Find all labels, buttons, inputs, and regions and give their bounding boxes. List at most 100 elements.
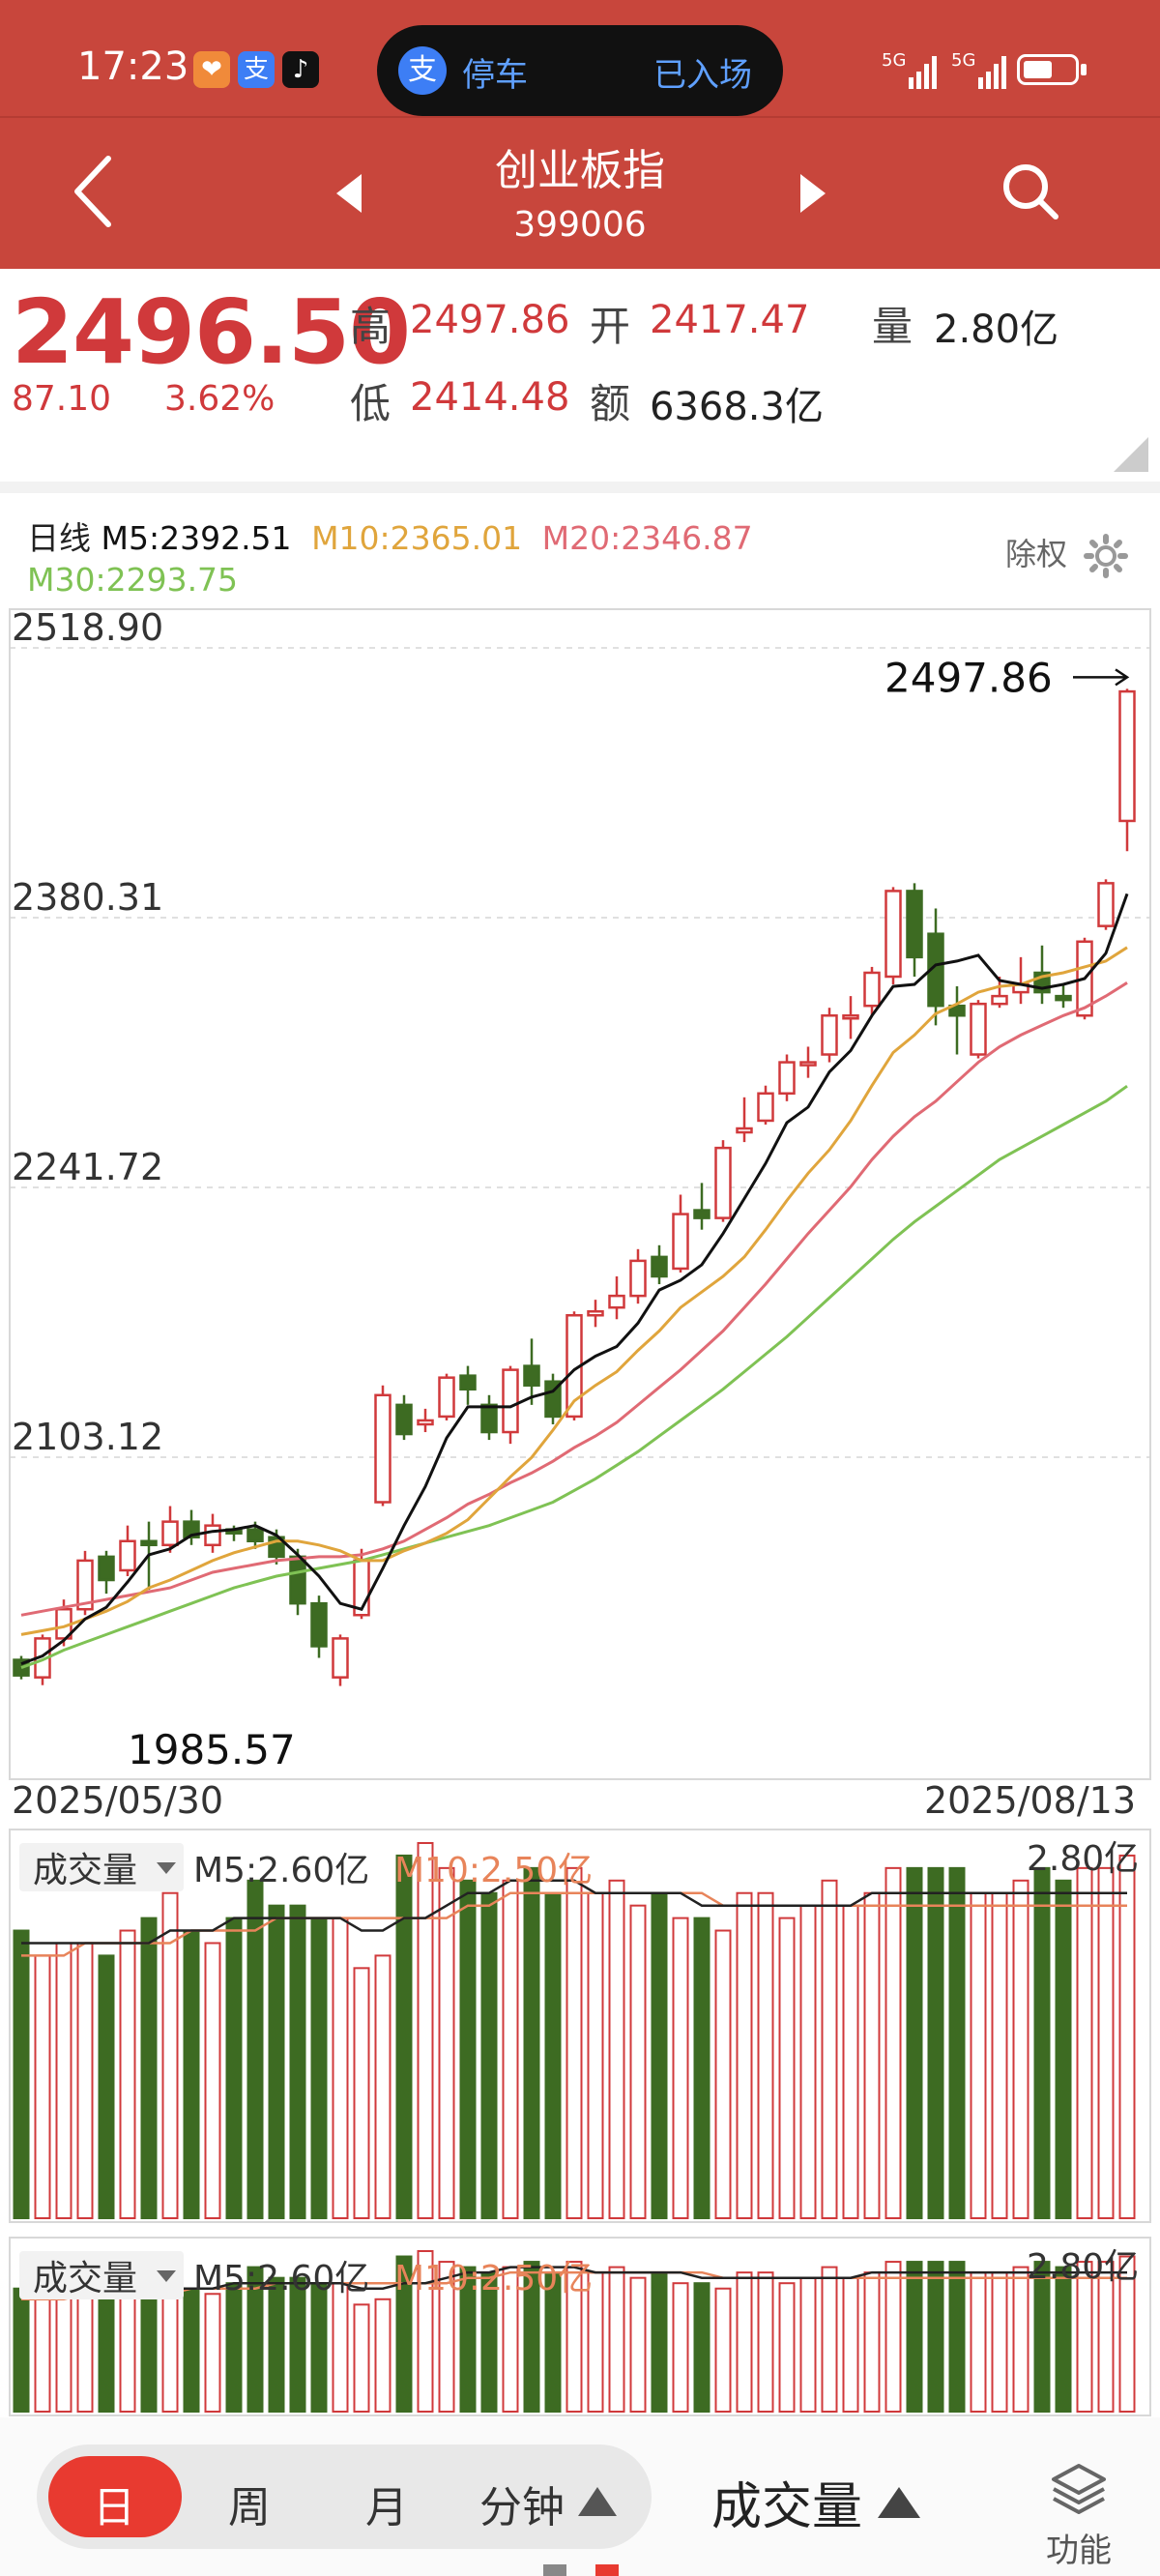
- high-value: 2497.86: [410, 298, 570, 342]
- signal-icon-2: [978, 54, 1013, 89]
- volume-bar: [799, 2276, 817, 2413]
- volume-bar: [417, 2250, 434, 2413]
- minute-dropdown-icon[interactable]: [578, 2487, 617, 2516]
- dynamic-island[interactable]: 支 停车 已入场: [377, 25, 783, 116]
- volume-bar: [884, 1866, 902, 2219]
- max-price-label: 2497.86: [884, 654, 1053, 701]
- indicator-dropdown-icon[interactable]: [878, 2487, 920, 2518]
- y-axis-label: 2241.72: [12, 1146, 163, 1188]
- volume-m10: M10:2.50亿: [394, 1851, 593, 1890]
- volume-bar: [629, 2276, 647, 2413]
- volume-bar: [204, 2293, 221, 2413]
- back-icon[interactable]: [70, 153, 118, 230]
- tab-minute[interactable]: 分钟: [479, 2483, 565, 2532]
- volume-bar: [1118, 1854, 1136, 2220]
- volume-bar: [651, 1891, 668, 2219]
- volume-bar: [268, 2276, 285, 2413]
- volume-bar: [672, 2282, 689, 2414]
- volume-bar: [34, 2298, 51, 2413]
- volume-bar: [693, 2282, 710, 2414]
- candle-body: [119, 1539, 136, 1572]
- candle-body: [629, 1259, 647, 1298]
- candle-body: [863, 971, 881, 1008]
- function-label[interactable]: 功能: [1046, 2532, 1112, 2570]
- volume-bar: [98, 2298, 115, 2413]
- volume-bar: [55, 1942, 72, 2219]
- volume-bar: [1118, 2255, 1136, 2413]
- volume-bar: [970, 2271, 987, 2414]
- volume-bar: [183, 2287, 200, 2414]
- prev-stock-icon[interactable]: [333, 172, 365, 215]
- status-divider: [0, 116, 1160, 118]
- status-time: 17:23: [77, 44, 189, 89]
- volume-bar: [332, 1917, 349, 2219]
- search-icon[interactable]: [1000, 161, 1061, 222]
- volume-bar: [332, 2282, 349, 2414]
- volume-bar: [438, 1866, 455, 2219]
- next-stock-icon[interactable]: [797, 172, 829, 215]
- volume-last: 2.80亿: [1027, 2247, 1139, 2287]
- volume-bar: [608, 2266, 625, 2413]
- low-value: 2414.48: [410, 375, 570, 420]
- heart-icon: ❤: [193, 51, 230, 88]
- island-status-label: 已入场: [653, 56, 752, 95]
- volume-bar: [991, 2271, 1008, 2414]
- volume-bar: [459, 1879, 477, 2220]
- candle-body: [98, 1555, 115, 1582]
- alipay-icon: 支: [398, 46, 447, 95]
- volume-bar: [927, 1866, 944, 2219]
- island-parking-label: 停车: [462, 56, 528, 95]
- volume-label: 量: [872, 303, 914, 350]
- volume-bar: [438, 2261, 455, 2413]
- candle-body: [1118, 689, 1136, 823]
- stock-code: 399006: [513, 205, 647, 245]
- volume-bar: [821, 1879, 838, 2220]
- volume-bar: [842, 2276, 859, 2413]
- exright-label: 除权: [1005, 536, 1068, 572]
- period-active-pill: [48, 2456, 182, 2537]
- layers-icon[interactable]: [1050, 2462, 1108, 2516]
- volume-label: 成交量: [33, 2259, 137, 2298]
- tab-week[interactable]: 周: [228, 2483, 271, 2532]
- exright-toggle[interactable]: 除权: [1005, 530, 1129, 579]
- page-indicator-2: [595, 2564, 619, 2576]
- volume-bar: [566, 1866, 583, 2219]
- indicator-selector[interactable]: 成交量: [711, 2478, 863, 2536]
- volume-bar: [119, 1929, 136, 2220]
- volume-bar: [1055, 1879, 1072, 2220]
- volume-bar: [502, 1879, 519, 2220]
- volume-bar: [140, 2282, 158, 2414]
- volume-bar: [374, 2298, 392, 2413]
- volume-bar: [906, 1866, 923, 2219]
- candle-body: [480, 1403, 498, 1434]
- volume-bar: [587, 1891, 604, 2219]
- volume-chart[interactable]: 成交量 M5:2.60亿 M10:2.50亿 2.80亿: [0, 1828, 1160, 2224]
- date-start-label: 2025/05/30: [12, 1779, 224, 1822]
- volume-chart-secondary[interactable]: 成交量 M5:2.60亿 M10:2.50亿 2.80亿: [0, 2236, 1160, 2417]
- volume-bar: [161, 1891, 179, 2219]
- tab-month[interactable]: 月: [365, 2483, 408, 2532]
- expand-corner-icon[interactable]: [1114, 437, 1148, 472]
- volume-last: 2.80亿: [1027, 1839, 1139, 1879]
- volume-m10: M10:2.50亿: [394, 2259, 593, 2298]
- volume-bar: [204, 1942, 221, 2219]
- volume-bar: [76, 1942, 94, 2219]
- volume-bar: [863, 2271, 881, 2414]
- volume-bar: [842, 1904, 859, 2220]
- network-label-1: 5G: [882, 50, 907, 71]
- m10-line: [20, 946, 1128, 1636]
- page-indicator-1: [543, 2564, 566, 2576]
- volume-m5: M5:2.60亿: [193, 1851, 369, 1890]
- candle-body: [374, 1393, 392, 1504]
- volume-bar: [629, 1904, 647, 2220]
- high-label: 高: [350, 303, 392, 350]
- battery-tip: [1081, 64, 1087, 75]
- kline-chart[interactable]: 2518.90 2380.31 2241.72 2103.12 2497.86 1985.…: [0, 601, 1160, 1781]
- open-label: 开: [590, 303, 631, 350]
- tab-day[interactable]: 日: [93, 2483, 135, 2532]
- volume-bar: [778, 2282, 796, 2414]
- candle-body: [204, 1524, 221, 1547]
- indicator-chip: [19, 1843, 184, 1891]
- volume-bar: [736, 2271, 753, 2414]
- volume-bar: [970, 1891, 987, 2219]
